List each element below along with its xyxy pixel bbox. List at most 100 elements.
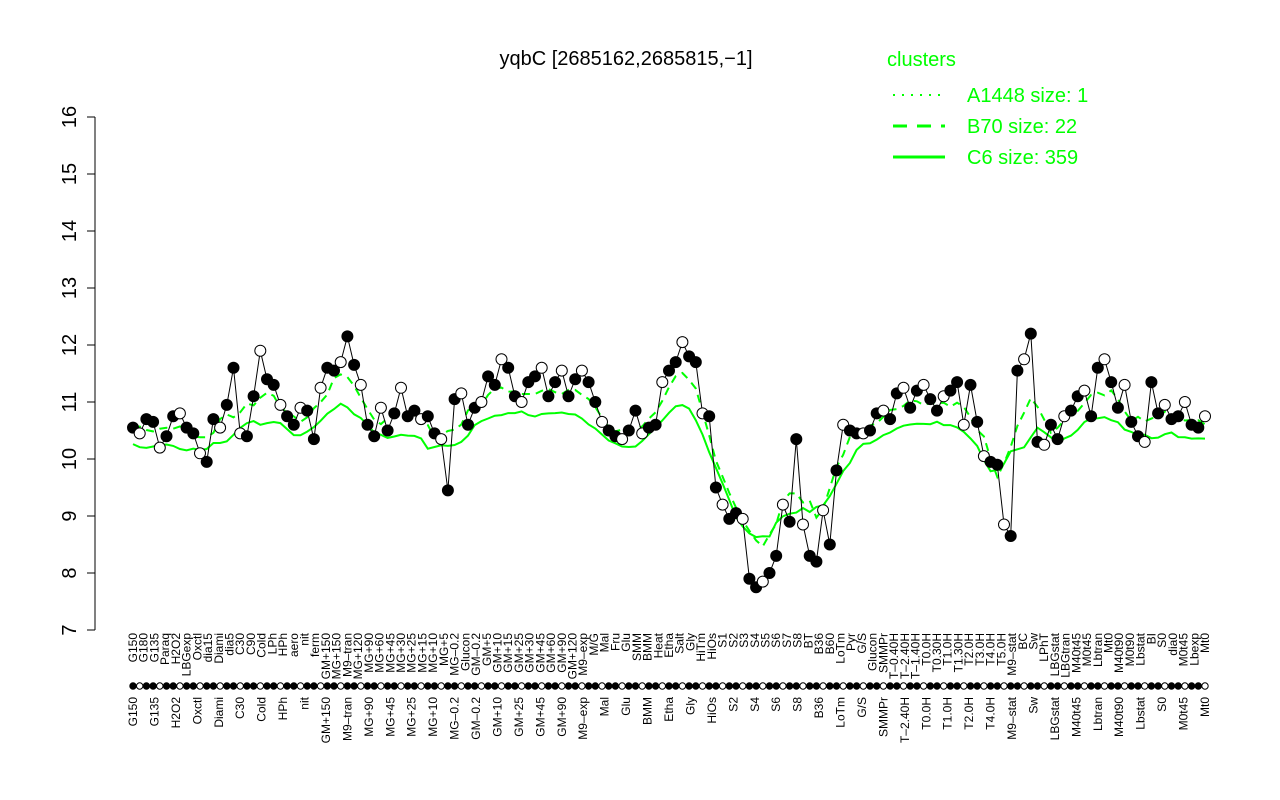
data-point bbox=[381, 424, 394, 437]
data-point bbox=[971, 415, 984, 428]
x-rug-marker bbox=[819, 682, 827, 690]
data-point bbox=[596, 415, 608, 428]
x-tick-label-top: GM+25 bbox=[512, 633, 526, 673]
data-point bbox=[1158, 398, 1171, 411]
data-point bbox=[709, 481, 722, 494]
x-tick-label-top: LBGexp bbox=[180, 633, 194, 677]
x-rug-marker bbox=[544, 682, 553, 690]
x-rug-marker bbox=[886, 682, 894, 690]
x-rug-marker bbox=[229, 682, 238, 690]
x-tick-label-top: Pyr bbox=[844, 633, 858, 651]
data-point bbox=[274, 398, 287, 411]
x-tick-label-bottom: HPh bbox=[276, 697, 290, 720]
data-point bbox=[1192, 421, 1205, 434]
x-tick-label-top: LPh bbox=[265, 633, 279, 654]
data-point bbox=[194, 447, 206, 460]
x-rug-marker bbox=[745, 682, 754, 690]
x-tick-label-bottom: T–2.40H bbox=[898, 697, 912, 743]
x-tick-label-top: S3 bbox=[737, 633, 751, 648]
x-tick-label-top: GM+30 bbox=[523, 633, 537, 673]
data-point bbox=[247, 390, 260, 403]
x-rug-marker bbox=[430, 682, 439, 690]
x-rug-marker bbox=[638, 682, 646, 690]
x-rug-marker bbox=[564, 682, 573, 690]
x-tick-label-bottom: M40t45 bbox=[1069, 697, 1083, 737]
x-tick-label-top: S2 bbox=[726, 633, 740, 648]
data-point bbox=[267, 378, 280, 391]
x-rug-marker bbox=[1053, 682, 1062, 690]
x-tick-label-bottom: Gly bbox=[683, 697, 697, 715]
data-point bbox=[1085, 410, 1098, 423]
x-tick-label-bottom: C30 bbox=[233, 697, 247, 719]
chart-title: yqbC [2685162,2685815,−1] bbox=[500, 48, 753, 70]
x-tick-label-top: T5.0H bbox=[994, 633, 1008, 666]
x-tick-label-bottom: B36 bbox=[812, 697, 826, 719]
x-tick-label-top: aero bbox=[287, 633, 301, 657]
x-rug-marker bbox=[651, 682, 660, 690]
x-tick-label-top: S7 bbox=[780, 633, 794, 648]
x-tick-label-top: G/S bbox=[855, 633, 869, 654]
x-tick-label-top: GM+90 bbox=[555, 633, 569, 673]
x-tick-label-bottom: Glu bbox=[619, 697, 633, 716]
data-point bbox=[629, 404, 642, 417]
data-point bbox=[1078, 384, 1091, 397]
x-tick-label-top: M40t90 bbox=[1112, 633, 1126, 673]
data-point bbox=[133, 427, 146, 440]
x-tick-label-top: T–1.40H bbox=[909, 633, 923, 679]
x-tick-label-bottom: M0t45 bbox=[1177, 697, 1191, 731]
y-tick-label: 14 bbox=[59, 220, 81, 242]
x-rug-marker bbox=[665, 682, 673, 690]
x-rug-marker bbox=[779, 682, 787, 690]
x-tick-label-top: Paraq bbox=[158, 633, 172, 665]
x-tick-label-top: Lbtran bbox=[1091, 633, 1105, 667]
data-point bbox=[575, 364, 588, 377]
x-tick-label-bottom: LoTm bbox=[834, 697, 848, 728]
data-point bbox=[488, 378, 501, 391]
data-point bbox=[328, 364, 340, 377]
data-point bbox=[569, 373, 582, 386]
x-tick-label-bottom: Mt0 bbox=[1198, 697, 1212, 717]
x-rug-marker bbox=[450, 682, 459, 690]
data-point bbox=[1018, 353, 1031, 366]
data-point bbox=[388, 407, 401, 420]
x-rug-marker bbox=[283, 682, 291, 690]
x-rug-marker bbox=[725, 682, 733, 690]
data-point bbox=[931, 404, 943, 417]
x-rug-marker bbox=[906, 682, 914, 690]
x-tick-label-top: GM+45 bbox=[533, 633, 547, 673]
x-rug-marker bbox=[551, 682, 559, 690]
x-rug-marker bbox=[852, 682, 861, 690]
x-tick-label-top: LoTm bbox=[834, 633, 848, 664]
x-rug-marker bbox=[1094, 682, 1102, 690]
x-rug-marker bbox=[960, 682, 968, 690]
data-point bbox=[656, 376, 669, 389]
x-rug-marker bbox=[538, 682, 546, 690]
x-rug-marker bbox=[504, 682, 512, 690]
x-tick-label-bottom: MG+10 bbox=[426, 697, 440, 737]
x-rug-marker bbox=[511, 682, 519, 690]
x-tick-label-top: MG+45 bbox=[383, 633, 397, 673]
x-rug-marker bbox=[464, 682, 472, 690]
x-tick-label-top: S4 bbox=[748, 633, 762, 648]
x-rug-marker bbox=[785, 682, 794, 690]
x-rug-marker bbox=[692, 682, 700, 690]
data-point bbox=[1038, 438, 1051, 451]
data-point bbox=[200, 455, 213, 468]
x-rug-marker bbox=[1000, 682, 1008, 690]
x-tick-label-top: HiTm bbox=[694, 633, 708, 662]
x-tick-label-bottom: GM+25 bbox=[512, 697, 526, 737]
axes: 7 8 9 10 11 12 13 14 15 16 bbox=[59, 106, 96, 636]
data-point bbox=[649, 418, 662, 431]
data-point bbox=[951, 376, 964, 389]
x-tick-label-top: nit bbox=[298, 632, 312, 645]
x-rug-marker bbox=[1007, 682, 1015, 690]
x-rug-marker bbox=[879, 682, 888, 690]
x-rug-marker bbox=[176, 682, 184, 690]
x-tick-label-top: Diami bbox=[212, 633, 226, 664]
x-rug-marker bbox=[484, 682, 492, 690]
x-tick-label-top: SMM bbox=[630, 633, 644, 661]
data-point bbox=[361, 418, 374, 431]
x-rug-marker bbox=[417, 682, 425, 690]
x-tick-label-top: G180 bbox=[137, 633, 151, 663]
x-rug-marker bbox=[1187, 682, 1196, 690]
